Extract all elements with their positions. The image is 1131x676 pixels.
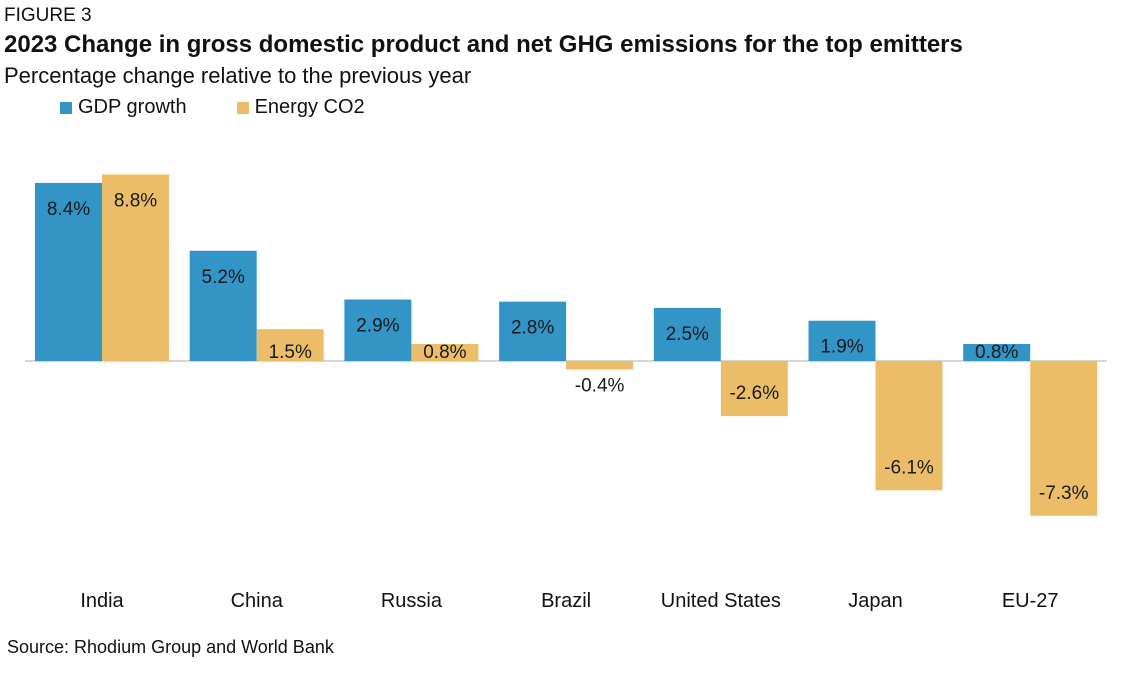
- bar-gdp-2: [344, 299, 412, 361]
- legend-swatch-gdp: [60, 101, 72, 114]
- bar-gdp-6: [963, 344, 1031, 361]
- category-label-3: Brazil: [541, 590, 591, 612]
- bar-co2-0: [102, 174, 169, 361]
- category-label-0: India: [80, 590, 124, 612]
- bar-label-co2-1: 1.5%: [269, 342, 312, 363]
- bar-co2-6: [1030, 361, 1098, 516]
- category-label-6: EU-27: [1002, 590, 1059, 612]
- category-label-5: Japan: [848, 590, 903, 612]
- bar-label-co2-0: 8.8%: [114, 190, 157, 211]
- figure-label: FIGURE 3: [4, 5, 92, 26]
- legend-swatch-co2: [236, 101, 249, 114]
- chart-subtitle: Percentage change relative to the previo…: [4, 63, 472, 88]
- category-label-1: China: [231, 590, 284, 612]
- bar-label-gdp-4: 2.5%: [666, 324, 709, 345]
- bar-co2-4: [720, 361, 788, 417]
- bar-label-co2-6: -7.3%: [1039, 483, 1089, 504]
- bar-gdp-4: [653, 308, 721, 361]
- bar-gdp-0: [35, 182, 102, 361]
- bar-label-gdp-5: 1.9%: [820, 337, 863, 358]
- bar-gdp-3: [499, 301, 567, 361]
- source-note: Source: Rhodium Group and World Bank: [7, 637, 334, 657]
- bar-label-co2-2: 0.8%: [423, 342, 466, 363]
- bar-label-gdp-2: 2.9%: [356, 316, 399, 337]
- bar-label-gdp-1: 5.2%: [202, 267, 245, 288]
- category-label-4: United States: [661, 590, 781, 612]
- legend-item-co2: Energy CO2: [236, 96, 365, 119]
- category-label-2: Russia: [381, 590, 443, 612]
- bar-label-gdp-3: 2.8%: [511, 318, 554, 339]
- bar-co2-1: [256, 329, 324, 361]
- bar-co2-5: [875, 361, 943, 491]
- bar-co2-2: [411, 344, 479, 361]
- bar-gdp-1: [189, 250, 257, 361]
- legend-label-co2: Energy CO2: [254, 96, 365, 118]
- bar-label-gdp-0: 8.4%: [47, 199, 90, 220]
- bar-label-co2-3: -0.4%: [575, 375, 625, 396]
- bar-label-co2-4: -2.6%: [729, 383, 779, 404]
- legend-label-gdp: GDP growth: [78, 96, 187, 118]
- bar-label-co2-5: -6.1%: [884, 457, 934, 478]
- bar-label-gdp-6: 0.8%: [975, 342, 1018, 363]
- legend-item-gdp: GDP growth: [60, 96, 187, 119]
- bar-gdp-5: [808, 320, 876, 361]
- chart-legend: GDP growth Energy CO2: [60, 96, 415, 119]
- bar-co2-3: [566, 361, 634, 370]
- chart-title: 2023 Change in gross domestic product an…: [4, 31, 963, 58]
